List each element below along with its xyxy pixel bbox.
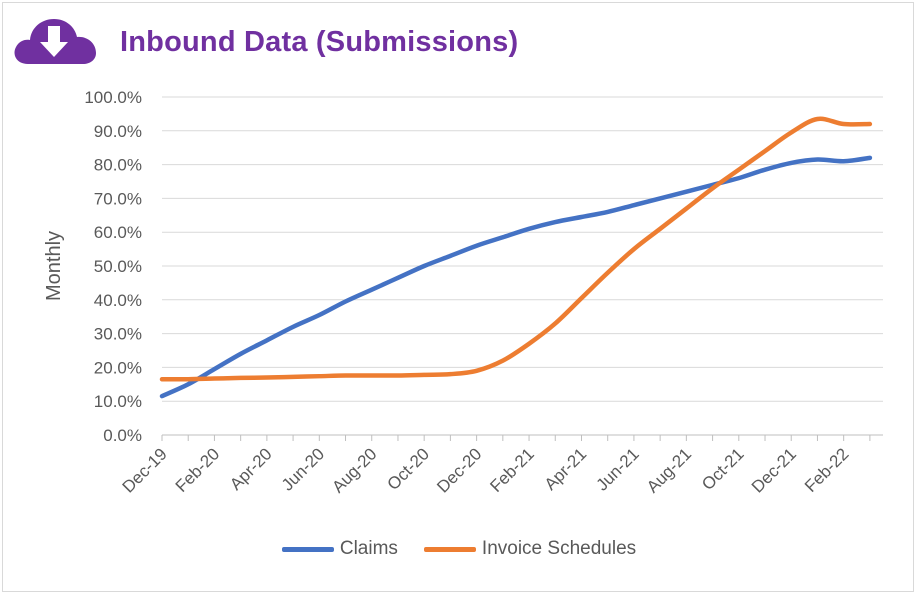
series-lines	[159, 116, 873, 399]
y-axis-label: Monthly	[43, 231, 65, 301]
x-tick-label: Jun-20	[278, 444, 328, 494]
chart-header: Inbound Data (Submissions)	[10, 12, 518, 72]
chart-title: Inbound Data (Submissions)	[120, 25, 519, 58]
x-axis-ticks: Dec-19 Feb-20 Apr-20 Jun-20 Aug-20 Oct-20 Dec-…	[119, 435, 871, 497]
y-tick-label: 70.0%	[94, 189, 142, 208]
gridlines	[162, 96, 883, 436]
y-tick-label: 0.0%	[103, 426, 142, 445]
y-tick-label: 60.0%	[94, 223, 142, 242]
x-tick-label: Feb-22	[801, 444, 853, 496]
y-tick-label: 90.0%	[94, 122, 142, 141]
y-tick-label: 80.0%	[94, 156, 142, 175]
legend-label-invoice-schedules: Invoice Schedules	[481, 538, 637, 559]
x-tick-label: Dec-20	[433, 444, 485, 496]
legend-label-claims: Claims	[339, 538, 398, 559]
y-axis-ticks: 100.0% 90.0% 80.0% 70.0% 60.0% 50.0% 40.0% 30.0…	[84, 88, 142, 445]
chart-legend: Claims Invoice Schedules	[0, 538, 918, 560]
legend-item-invoice-schedules: Invoice Schedules	[423, 538, 637, 560]
series-line-invoice-schedules	[159, 116, 873, 382]
x-tick-label: Apr-21	[541, 444, 591, 494]
y-tick-label: 40.0%	[94, 291, 142, 310]
x-tick-label: Dec-19	[119, 444, 171, 496]
x-tick-label: Apr-20	[226, 444, 276, 494]
x-tick-label: Aug-20	[328, 444, 380, 496]
x-tick-label: Dec-21	[748, 444, 800, 496]
legend-swatch-claims	[281, 546, 334, 552]
series-line-claims	[159, 155, 873, 399]
y-tick-label: 100.0%	[84, 88, 142, 107]
x-tick-label: Jun-21	[593, 444, 643, 494]
cloud-download-icon	[14, 19, 96, 64]
legend-item-claims: Claims	[281, 538, 398, 560]
x-tick-label: Aug-21	[643, 444, 695, 496]
x-tick-label: Feb-21	[486, 444, 538, 496]
y-tick-label: 30.0%	[94, 325, 142, 344]
y-tick-label: 10.0%	[94, 392, 142, 411]
y-tick-label: 20.0%	[94, 358, 142, 377]
x-tick-label: Oct-21	[698, 444, 748, 494]
x-tick-label: Feb-20	[172, 444, 224, 496]
legend-swatch-invoice-schedules	[423, 546, 476, 552]
y-tick-label: 50.0%	[94, 257, 142, 276]
x-tick-label: Oct-20	[383, 444, 433, 494]
